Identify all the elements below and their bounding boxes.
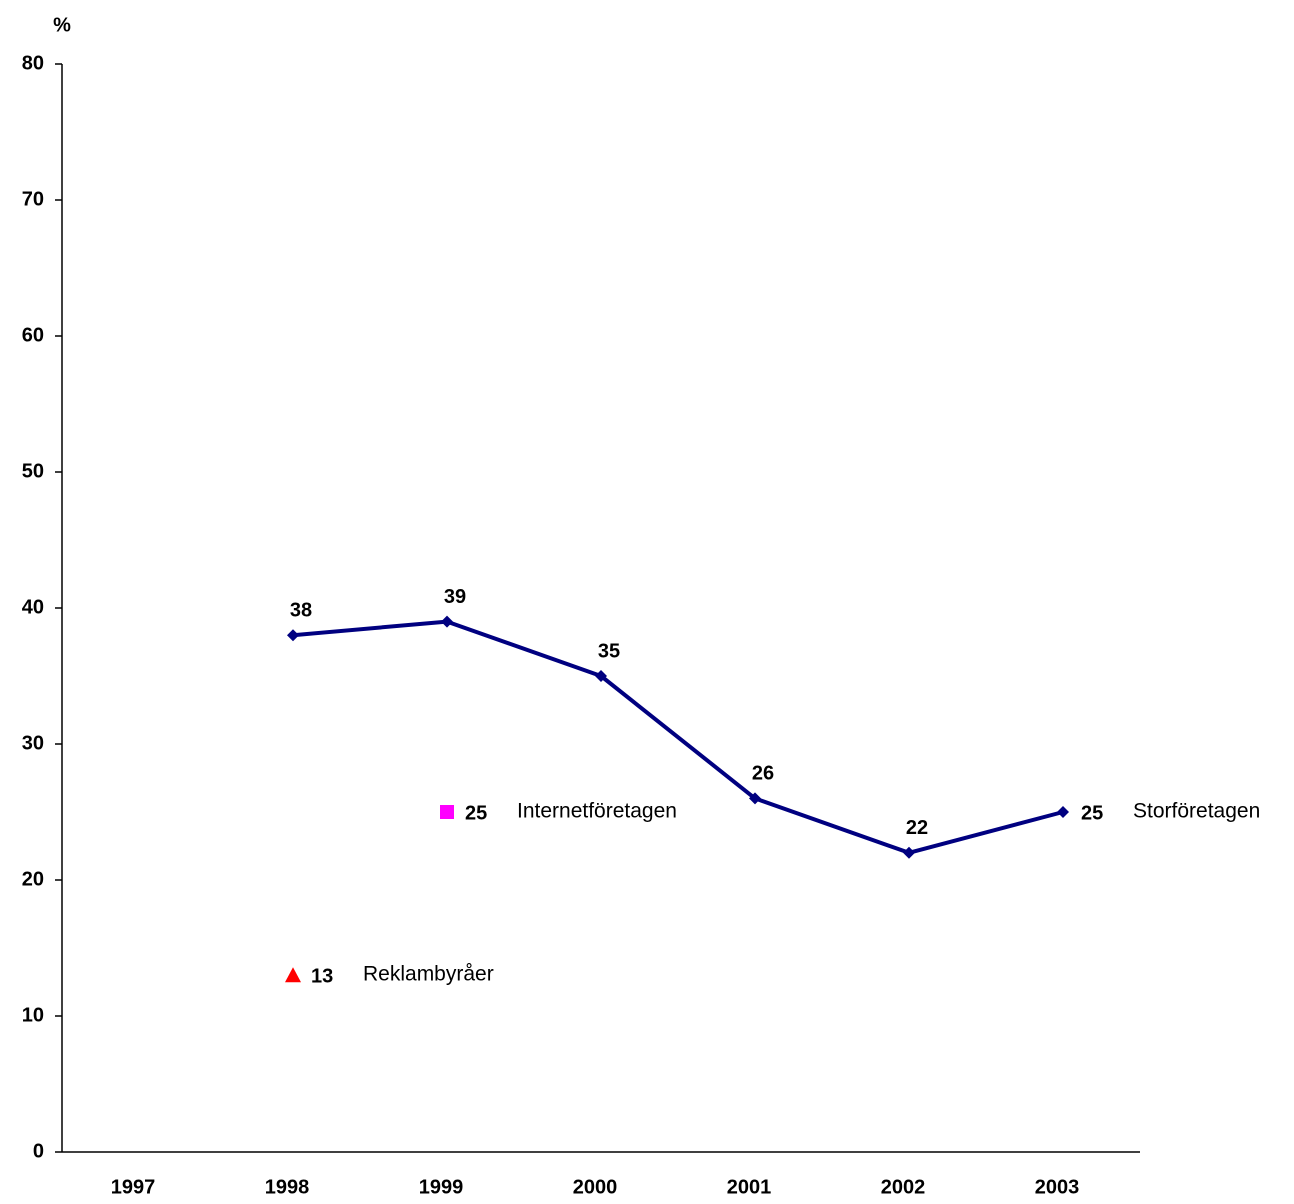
data-label: 38 — [290, 599, 312, 621]
x-tick-label: 2003 — [1035, 1176, 1080, 1198]
x-tick-label: 1997 — [111, 1176, 156, 1198]
point — [595, 670, 607, 682]
point — [441, 615, 453, 628]
y-axis-title: % — [53, 14, 71, 36]
x-tick-label: 2000 — [573, 1176, 618, 1198]
point — [287, 629, 299, 642]
y-tick-label: 10 — [22, 1004, 44, 1026]
y-tick-label: 60 — [22, 324, 44, 346]
data-label: 25 — [1081, 802, 1103, 824]
series-label: Reklambyråer — [363, 963, 494, 986]
data-label: 25 — [465, 802, 487, 824]
y-tick-label: 0 — [33, 1140, 44, 1162]
y-tick-label: 80 — [22, 52, 44, 74]
line — [292, 619, 1064, 855]
data-label: 26 — [752, 763, 774, 785]
x-tick-label: 1999 — [419, 1176, 464, 1198]
y-tick-label: 40 — [22, 596, 44, 618]
point — [285, 967, 301, 983]
y-tick-label: 70 — [22, 188, 44, 210]
x-tick-label: 2002 — [881, 1176, 926, 1198]
series-label: Storföretagen — [1133, 800, 1260, 823]
y-tick-label: 30 — [22, 732, 44, 754]
data-label: 22 — [906, 817, 928, 839]
y-tick-label: 20 — [22, 868, 44, 890]
data-label: 13 — [311, 965, 333, 987]
point — [903, 846, 915, 859]
point — [1057, 806, 1069, 818]
x-tick-label: 1998 — [265, 1176, 310, 1198]
series-label: Internetföretagen — [517, 800, 677, 823]
data-label: 39 — [444, 586, 466, 608]
point — [749, 792, 761, 805]
point — [440, 805, 454, 819]
y-tick-label: 50 — [22, 460, 44, 482]
data-label: 35 — [598, 640, 620, 662]
x-tick-label: 2001 — [727, 1176, 772, 1198]
